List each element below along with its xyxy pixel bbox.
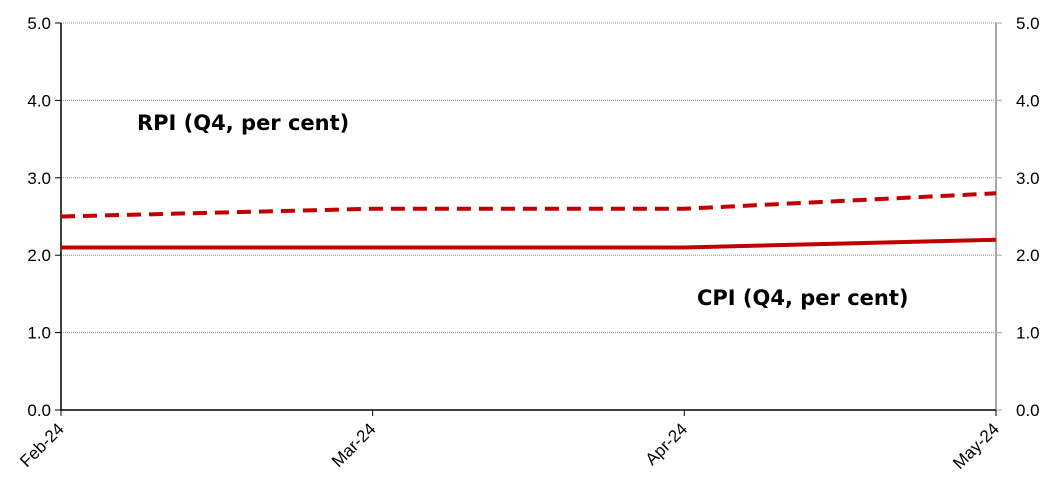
rpi-series-line [60,191,997,219]
y-tick-label: 1.0 [27,324,51,343]
y-tick-label: 0.0 [27,401,51,420]
cpi-series-line [61,237,997,250]
y-tick-label: 5.0 [27,14,51,33]
secondary-y-tick-label: 2.0 [1016,246,1040,265]
secondary-y-tick-label: 3.0 [1016,169,1040,188]
y-tick-label: 3.0 [27,169,51,188]
cpi-series-label: CPI (Q4, per cent) [697,286,909,310]
y-tick-label: 2.0 [27,246,51,265]
secondary-y-tick-label: 5.0 [1016,14,1040,33]
y-tick-labels: 0.0 0.0 1.0 1.0 2.0 2.0 3.0 3.0 4.0 4.0 5.0 5.0 [27,14,1039,420]
secondary-y-tick-label: 1.0 [1016,324,1040,343]
y-tick-label: 4.0 [27,91,51,110]
rpi-series-label: RPI (Q4, per cent) [137,111,349,135]
series-lines [60,191,997,250]
secondary-y-tick-label: 4.0 [1016,91,1040,110]
secondary-y-tick-label: 0.0 [1016,401,1040,420]
